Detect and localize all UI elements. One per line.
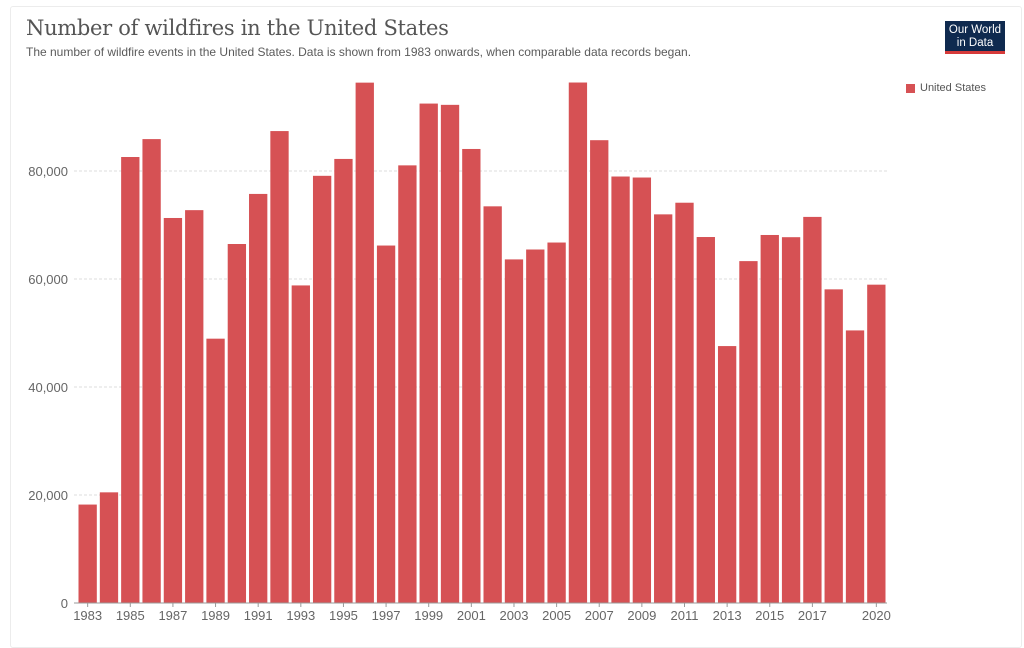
bar-2007[interactable] (590, 140, 609, 603)
bar-1991[interactable] (249, 193, 268, 603)
bar-1990[interactable] (227, 244, 247, 603)
bar-2003[interactable] (504, 259, 524, 603)
bar-1998[interactable] (398, 165, 417, 603)
bar-2004[interactable] (526, 249, 545, 603)
legend-label: United States (920, 82, 987, 94)
x-tick-label: 2011 (671, 608, 699, 623)
bar-2012[interactable] (696, 237, 715, 604)
bar-1988[interactable] (185, 210, 204, 603)
x-tick-label: 1987 (158, 608, 187, 623)
bar-2009[interactable] (632, 177, 652, 603)
x-tick-label: 2005 (542, 608, 571, 623)
x-tick-label: 2013 (713, 608, 742, 623)
x-tick-label: 1997 (372, 608, 401, 623)
y-axis: 0 20,000 40,000 60,000 80,000 (28, 164, 68, 611)
bar-1994[interactable] (312, 175, 332, 603)
bar-2001[interactable] (462, 148, 481, 604)
chart-subtitle: The number of wildfire events in the Uni… (26, 45, 692, 59)
bar-2020[interactable] (867, 284, 886, 603)
bar-2015[interactable] (760, 234, 779, 603)
bar-1995[interactable] (334, 158, 353, 603)
y-tick-label: 0 (61, 596, 68, 611)
bar-1987[interactable] (163, 217, 183, 604)
bar-2006[interactable] (568, 82, 588, 603)
bar-1997[interactable] (376, 245, 396, 603)
y-tick-label: 40,000 (28, 380, 68, 395)
bar-2016[interactable] (781, 237, 801, 603)
x-tick-label: 1983 (73, 608, 102, 623)
x-tick-label: 2009 (627, 608, 656, 623)
bar-2008[interactable] (611, 176, 630, 603)
bar-2005[interactable] (547, 242, 566, 603)
bar-2014[interactable] (739, 261, 758, 603)
y-tick-label: 80,000 (28, 164, 68, 179)
bar-2013[interactable] (717, 346, 737, 603)
y-tick-label: 20,000 (28, 488, 68, 503)
bar-1999[interactable] (419, 103, 438, 604)
bar-1989[interactable] (206, 338, 225, 603)
bar-1985[interactable] (121, 157, 140, 603)
bar-2002[interactable] (483, 206, 502, 603)
bar-2017[interactable] (803, 216, 822, 603)
x-axis: 1983 1985 1987 1989 1991 1993 1995 1997 1999 2001… (73, 602, 891, 623)
bar-2010[interactable] (654, 214, 673, 603)
bar-1992[interactable] (270, 131, 289, 604)
x-tick-label: 2015 (755, 608, 784, 623)
bar-1983[interactable] (78, 504, 97, 603)
logo-line-2: in Data (956, 37, 994, 49)
logo-line-1: Our World (948, 24, 1002, 36)
bar-2011[interactable] (675, 202, 694, 603)
owid-logo[interactable]: Our World in Data (945, 21, 1005, 54)
bar-1996[interactable] (355, 82, 374, 604)
x-tick-label: 1993 (286, 608, 315, 623)
x-tick-label: 2020 (862, 608, 891, 623)
x-tick-label: 1989 (201, 608, 230, 623)
x-tick-label: 1991 (244, 608, 273, 623)
x-tick-label: 2001 (457, 608, 486, 623)
bar-1986[interactable] (142, 139, 161, 603)
bar-1984[interactable] (99, 492, 119, 603)
bar-2019[interactable] (845, 330, 865, 603)
legend[interactable]: United States (906, 82, 986, 94)
x-tick-label: 2003 (500, 608, 529, 623)
x-tick-label: 1995 (329, 608, 358, 623)
x-tick-label: 1999 (414, 608, 443, 623)
chart-title: Number of wildfires in the United States (26, 16, 449, 40)
legend-swatch (906, 83, 915, 93)
x-tick-label: 2017 (798, 608, 827, 623)
bar-1993[interactable] (291, 285, 310, 603)
y-tick-label: 60,000 (28, 272, 68, 287)
x-tick-label: 1985 (116, 608, 145, 623)
bars (78, 82, 886, 604)
bar-2018[interactable] (824, 289, 843, 603)
x-tick-label: 2007 (585, 608, 614, 623)
bar-2000[interactable] (440, 104, 460, 603)
